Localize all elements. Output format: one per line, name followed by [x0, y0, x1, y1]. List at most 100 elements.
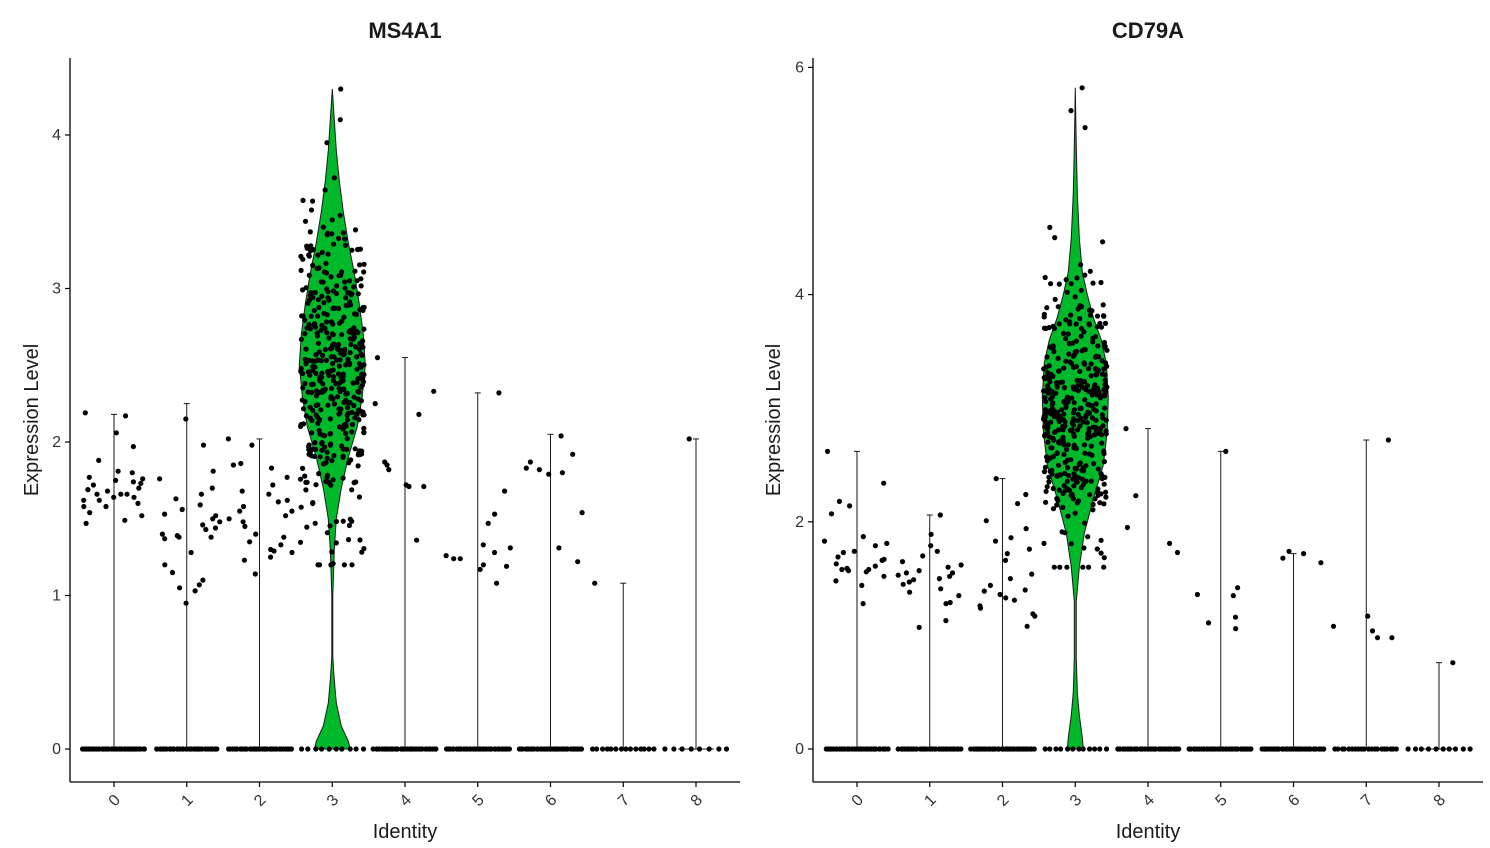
data-point: [1133, 493, 1139, 499]
data-point: [627, 746, 634, 752]
data-point: [330, 395, 336, 402]
data-point: [300, 256, 306, 262]
data-point: [1082, 450, 1088, 456]
data-point: [208, 534, 214, 540]
data-point: [671, 746, 677, 752]
x-tick-label: 7: [1358, 792, 1376, 810]
data-point: [1103, 431, 1109, 437]
data-point: [349, 421, 355, 428]
data-point: [1054, 502, 1060, 508]
data-point: [358, 398, 364, 404]
data-point: [1090, 339, 1096, 345]
data-point: [94, 491, 100, 497]
data-point: [1047, 344, 1053, 350]
data-point: [496, 390, 502, 396]
data-point: [1063, 277, 1069, 283]
data-point: [351, 284, 357, 290]
data-point: [1321, 746, 1327, 752]
data-point: [316, 265, 322, 271]
data-point: [361, 261, 367, 267]
data-point: [348, 302, 354, 308]
data-point: [322, 433, 328, 439]
data-point: [1102, 320, 1109, 326]
data-point: [1075, 418, 1081, 424]
data-point: [139, 513, 145, 519]
data-point: [302, 218, 309, 224]
data-point: [1089, 308, 1095, 314]
data-point: [1050, 400, 1056, 406]
data-point: [329, 231, 335, 237]
data-point: [1061, 438, 1067, 444]
data-point: [386, 467, 392, 473]
data-point: [394, 746, 401, 752]
data-point: [1071, 483, 1077, 489]
data-point: [618, 746, 625, 752]
data-point: [85, 487, 91, 493]
data-point: [947, 573, 953, 579]
data-point: [1418, 746, 1424, 752]
data-point: [1385, 437, 1391, 443]
data-point: [335, 305, 342, 312]
data-point: [1425, 746, 1432, 752]
x-tick-label: 2: [994, 792, 1012, 810]
data-point: [309, 430, 315, 436]
data-point: [312, 440, 318, 446]
data-point: [324, 449, 330, 455]
data-point: [358, 364, 364, 370]
data-point: [357, 537, 363, 543]
data-point: [324, 472, 331, 478]
data-point: [592, 580, 598, 586]
data-point: [1064, 564, 1070, 570]
data-point: [356, 417, 362, 423]
x-tick-label: 3: [1067, 792, 1085, 810]
data-point: [1077, 423, 1083, 429]
data-point: [1073, 321, 1079, 327]
data-point: [312, 520, 318, 526]
data-point: [421, 483, 427, 490]
y-axis-title-ms4a1: Expression Level: [21, 344, 43, 496]
data-point: [1047, 468, 1053, 474]
data-point: [177, 585, 183, 591]
data-point: [895, 572, 901, 578]
data-point: [1072, 294, 1078, 300]
data-point: [492, 511, 498, 517]
data-point: [1101, 313, 1107, 319]
data-point: [1003, 595, 1009, 601]
data-point: [1071, 433, 1077, 439]
data-point: [320, 388, 327, 394]
data-point: [349, 247, 355, 253]
data-point: [347, 516, 353, 522]
data-point: [884, 540, 890, 547]
data-point: [1045, 424, 1051, 430]
data-point: [1076, 475, 1082, 481]
chart-title-cd79a: CD79A: [1112, 18, 1184, 43]
data-point: [1071, 400, 1077, 406]
data-point: [1061, 365, 1067, 371]
y-tick-label: 0: [795, 741, 804, 758]
panel-cd79a: CD79A Identity Expression Level 0 2 4 6 0 1 2 3…: [763, 18, 1483, 843]
data-point: [315, 340, 321, 346]
data-point: [1083, 478, 1089, 484]
data-point: [309, 358, 316, 364]
data-point: [1085, 534, 1091, 540]
data-point: [1074, 275, 1080, 281]
data-point: [314, 330, 320, 336]
data-point: [928, 531, 934, 537]
data-point: [337, 212, 343, 218]
data-point: [1086, 321, 1092, 327]
data-point: [1065, 331, 1071, 337]
data-point: [1374, 635, 1381, 641]
data-point: [1450, 660, 1456, 666]
data-point: [252, 571, 258, 577]
data-point: [351, 394, 357, 400]
data-point: [382, 459, 388, 465]
data-point: [316, 349, 322, 355]
data-point: [1044, 458, 1050, 464]
data-point: [330, 332, 336, 338]
data-point: [81, 503, 87, 510]
data-point: [306, 357, 312, 363]
data-point: [341, 347, 347, 353]
data-point: [239, 488, 245, 494]
data-point: [1102, 343, 1108, 349]
data-point: [342, 242, 349, 248]
